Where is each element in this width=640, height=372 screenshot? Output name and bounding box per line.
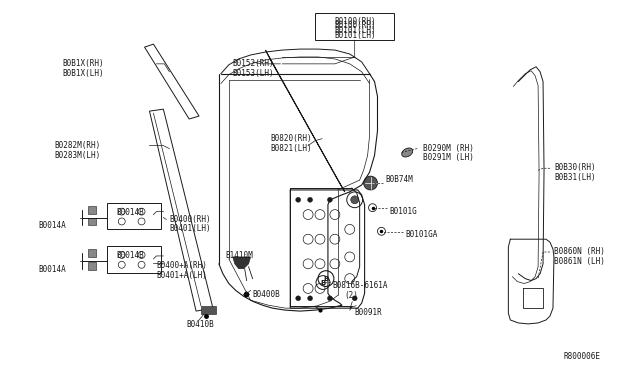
Text: B0101GA: B0101GA [405,230,438,239]
Text: B0282M(RH): B0282M(RH) [54,141,100,150]
Text: B0101(LH): B0101(LH) [334,31,376,40]
Text: B0091R: B0091R [355,308,383,317]
Polygon shape [88,206,96,214]
Polygon shape [150,109,213,311]
Text: B0861N (LH): B0861N (LH) [554,257,605,266]
Text: B0401+A(LH): B0401+A(LH) [156,271,207,280]
Polygon shape [233,257,251,269]
Polygon shape [107,203,161,230]
Circle shape [351,196,358,204]
Text: B0014B: B0014B [116,208,145,217]
Text: B0153(LH): B0153(LH) [233,69,275,78]
Circle shape [352,197,357,202]
Text: B0821(LH): B0821(LH) [271,144,312,153]
Circle shape [296,197,301,202]
Text: B0290M (RH): B0290M (RH) [423,144,474,153]
Circle shape [296,296,301,301]
Polygon shape [201,306,216,314]
Text: B0283M(LH): B0283M(LH) [54,151,100,160]
Text: B0B30(RH): B0B30(RH) [554,163,596,172]
Text: B0816B-6161A: B0816B-6161A [332,280,387,289]
Text: B0B1X(LH): B0B1X(LH) [62,69,104,78]
Circle shape [364,176,378,190]
Circle shape [352,296,357,301]
Polygon shape [88,262,96,270]
Text: B0860N (RH): B0860N (RH) [554,247,605,256]
Polygon shape [88,249,96,257]
Text: B1410M: B1410M [226,251,253,260]
Text: B0400+A(RH): B0400+A(RH) [156,261,207,270]
Text: B0291M (LH): B0291M (LH) [423,154,474,163]
Text: B0152(RH): B0152(RH) [233,59,275,68]
Text: B0B1X(RH): B0B1X(RH) [62,59,104,68]
Bar [315,13,394,40]
Text: B0410B: B0410B [186,320,214,329]
Text: B: B [321,279,326,286]
Ellipse shape [402,148,413,157]
Polygon shape [107,246,161,273]
Polygon shape [145,44,199,119]
Polygon shape [266,50,345,192]
Text: B0100(RH): B0100(RH) [334,20,376,29]
Text: B0014B: B0014B [116,251,145,260]
Text: B: B [323,276,328,282]
Circle shape [308,197,312,202]
Text: B0100(RH): B0100(RH) [334,17,376,26]
Text: B0101G: B0101G [389,207,417,216]
Circle shape [328,296,332,301]
Text: B0B31(LH): B0B31(LH) [554,173,596,182]
Text: B0820(RH): B0820(RH) [271,134,312,143]
Text: B0101(LH): B0101(LH) [334,26,376,35]
Text: B0400(RH): B0400(RH) [170,215,211,224]
Text: B0014A: B0014A [38,265,66,274]
Text: R800006E: R800006E [564,353,601,362]
Text: B0401(LH): B0401(LH) [170,224,211,233]
Text: (2): (2) [345,291,358,301]
Circle shape [308,296,312,301]
Polygon shape [88,218,96,225]
Text: B0014A: B0014A [38,221,66,231]
Text: B0400B: B0400B [253,291,280,299]
Text: B0B74M: B0B74M [385,175,413,184]
Circle shape [328,197,332,202]
